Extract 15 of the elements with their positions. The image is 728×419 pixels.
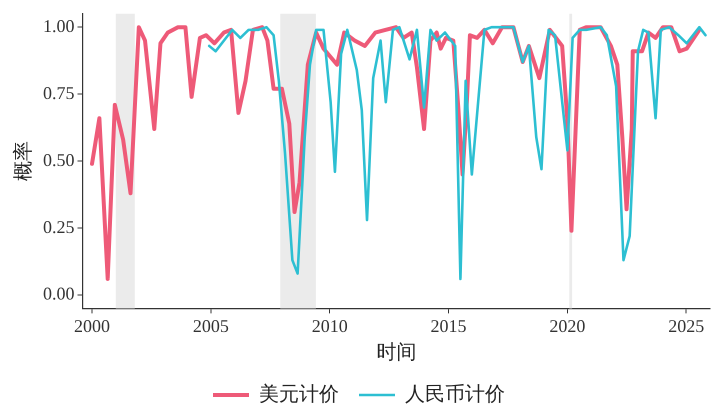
y-tick-label: 0.75 <box>43 82 74 103</box>
x-tick-label: 2025 <box>668 316 704 336</box>
y-tick-label: 1.00 <box>43 16 74 36</box>
x-axis-title: 时间 <box>376 341 416 364</box>
y-axis-title: 概率 <box>12 141 34 182</box>
y-tick-label: 0.00 <box>43 284 74 304</box>
legend-label: 美元计价 <box>259 382 339 406</box>
legend-label: 人民币计价 <box>405 383 505 406</box>
y-tick-label: 0.50 <box>43 150 74 170</box>
x-tick-label: 2010 <box>312 316 348 336</box>
x-tick-label: 2015 <box>430 316 467 336</box>
x-tick-label: 2020 <box>549 316 586 336</box>
y-tick-label: 0.25 <box>43 216 74 237</box>
x-tick-label: 2000 <box>74 316 110 336</box>
x-tick-label: 2005 <box>192 316 229 336</box>
